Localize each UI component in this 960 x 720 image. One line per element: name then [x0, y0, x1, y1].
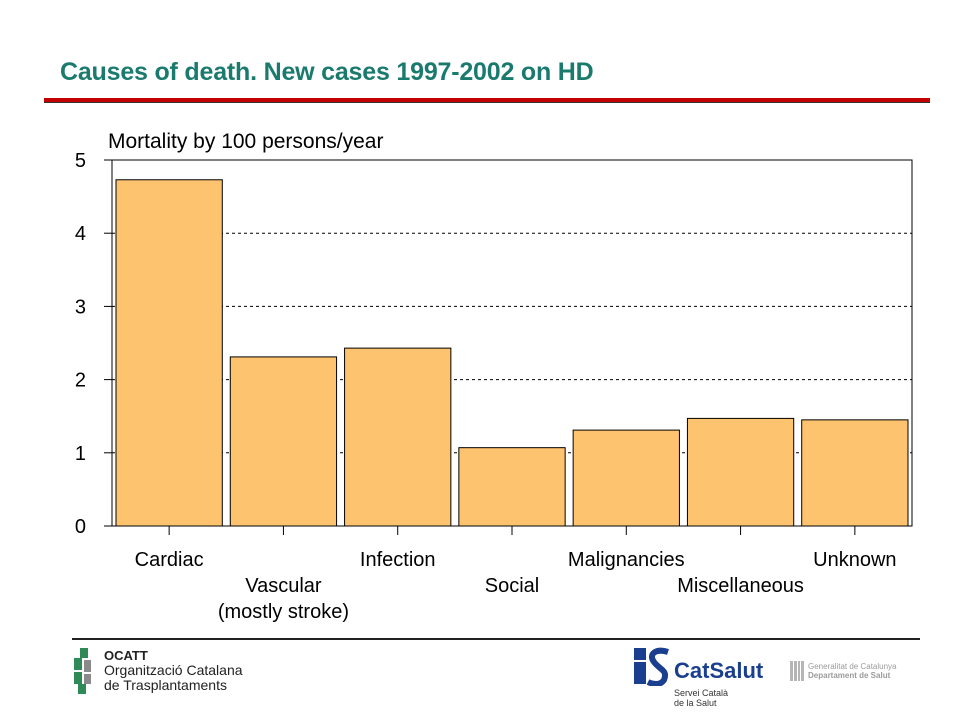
- ocatt-emblem-icon: [74, 648, 91, 694]
- bar: [115, 179, 223, 527]
- x-tick-label: Vascular: [245, 575, 322, 597]
- catsalut-sub-line1: Servei Català: [674, 688, 729, 698]
- footer-rule: [72, 638, 920, 640]
- title-rule: [44, 98, 930, 102]
- bar: [229, 356, 338, 527]
- ocatt-name-line2: de Trasplantaments: [104, 677, 227, 693]
- bar-chart: Mortality by 100 persons/year 0 1 2 3 4 5 Cardi…: [75, 130, 913, 623]
- gencat-logo: Generalitat de Catalunya Departament de …: [790, 661, 897, 681]
- y-tick-label: 3: [75, 296, 86, 318]
- gencat-line2: Departament de Salut: [808, 671, 891, 680]
- catsalut-sub-line2: de la Salut: [674, 698, 717, 708]
- x-tick-label: Miscellaneous: [677, 575, 804, 597]
- bar: [458, 447, 566, 527]
- chart-title: Mortality by 100 persons/year: [108, 130, 383, 153]
- gencat-emblem-icon: [790, 661, 804, 681]
- ocatt-abbr: OCATT: [104, 648, 148, 663]
- ocatt-name-line1: Organització Catalana: [104, 662, 243, 678]
- title-rule-shadow: [44, 102, 930, 103]
- y-tick-label: 2: [75, 370, 86, 392]
- y-tick-label: 0: [75, 516, 86, 538]
- gencat-line1: Generalitat de Catalunya: [808, 662, 897, 671]
- bar: [686, 417, 795, 527]
- y-tick-label: 5: [75, 150, 86, 172]
- x-tick-label: Social: [485, 575, 539, 597]
- y-tick-label: 1: [75, 443, 86, 465]
- ocatt-logo: OCATT Organització Catalana de Trasplant…: [72, 648, 243, 694]
- bar: [801, 419, 909, 527]
- catsalut-wordmark: CatSalut: [674, 658, 764, 683]
- x-tick-label: (mostly stroke): [218, 601, 349, 623]
- catsalut-emblem-icon: [634, 647, 669, 686]
- bar: [572, 429, 680, 527]
- x-tick-label: Cardiac: [135, 549, 204, 571]
- bar: [344, 347, 452, 527]
- x-tick-label: Unknown: [813, 549, 896, 571]
- y-tick-label: 4: [75, 223, 86, 245]
- x-tick-label: Infection: [360, 549, 436, 571]
- slide-title: Causes of death. New cases 1997-2002 on …: [60, 58, 594, 86]
- x-tick-label: Malignancies: [568, 549, 685, 571]
